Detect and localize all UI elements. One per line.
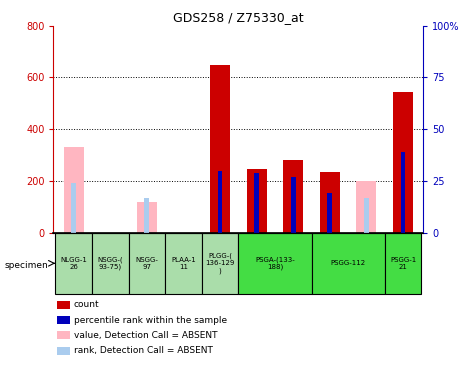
Bar bbox=[145, 198, 149, 233]
Text: NLGG-1
26: NLGG-1 26 bbox=[60, 257, 87, 270]
Text: percentile rank within the sample: percentile rank within the sample bbox=[74, 315, 227, 325]
Bar bbox=[57, 316, 70, 324]
FancyBboxPatch shape bbox=[385, 233, 421, 294]
Text: NSGG-
97: NSGG- 97 bbox=[135, 257, 158, 270]
Bar bbox=[393, 92, 413, 233]
Text: count: count bbox=[74, 300, 100, 309]
Title: GDS258 / Z75330_at: GDS258 / Z75330_at bbox=[173, 11, 304, 25]
Bar bbox=[71, 183, 76, 233]
FancyBboxPatch shape bbox=[128, 233, 165, 294]
Text: value, Detection Call = ABSENT: value, Detection Call = ABSENT bbox=[74, 331, 217, 340]
Text: NSGG-(
93-75): NSGG-( 93-75) bbox=[97, 256, 123, 270]
Bar bbox=[254, 173, 259, 233]
Text: PSGG-1
21: PSGG-1 21 bbox=[390, 257, 416, 270]
Text: PSGG-112: PSGG-112 bbox=[331, 260, 365, 266]
Text: PSGA-(133-
188): PSGA-(133- 188) bbox=[255, 256, 295, 270]
Bar bbox=[57, 301, 70, 309]
FancyBboxPatch shape bbox=[55, 233, 92, 294]
FancyBboxPatch shape bbox=[202, 233, 238, 294]
FancyBboxPatch shape bbox=[312, 233, 385, 294]
Bar bbox=[246, 169, 267, 233]
Bar bbox=[137, 202, 157, 233]
Bar bbox=[291, 177, 296, 233]
Text: rank, Detection Call = ABSENT: rank, Detection Call = ABSENT bbox=[74, 346, 213, 355]
Bar bbox=[320, 172, 340, 233]
Bar bbox=[283, 160, 303, 233]
Bar bbox=[401, 152, 405, 233]
Bar bbox=[364, 198, 369, 233]
FancyBboxPatch shape bbox=[165, 233, 202, 294]
Bar bbox=[57, 347, 70, 355]
Bar bbox=[64, 147, 84, 233]
Bar bbox=[218, 171, 222, 233]
Bar bbox=[210, 65, 230, 233]
FancyBboxPatch shape bbox=[238, 233, 312, 294]
Bar bbox=[57, 332, 70, 339]
Text: PLAA-1
11: PLAA-1 11 bbox=[171, 257, 196, 270]
Text: PLGG-(
136-129
): PLGG-( 136-129 ) bbox=[206, 253, 235, 274]
Bar bbox=[356, 181, 377, 233]
FancyBboxPatch shape bbox=[92, 233, 128, 294]
Bar bbox=[327, 193, 332, 233]
Text: specimen: specimen bbox=[5, 261, 48, 270]
